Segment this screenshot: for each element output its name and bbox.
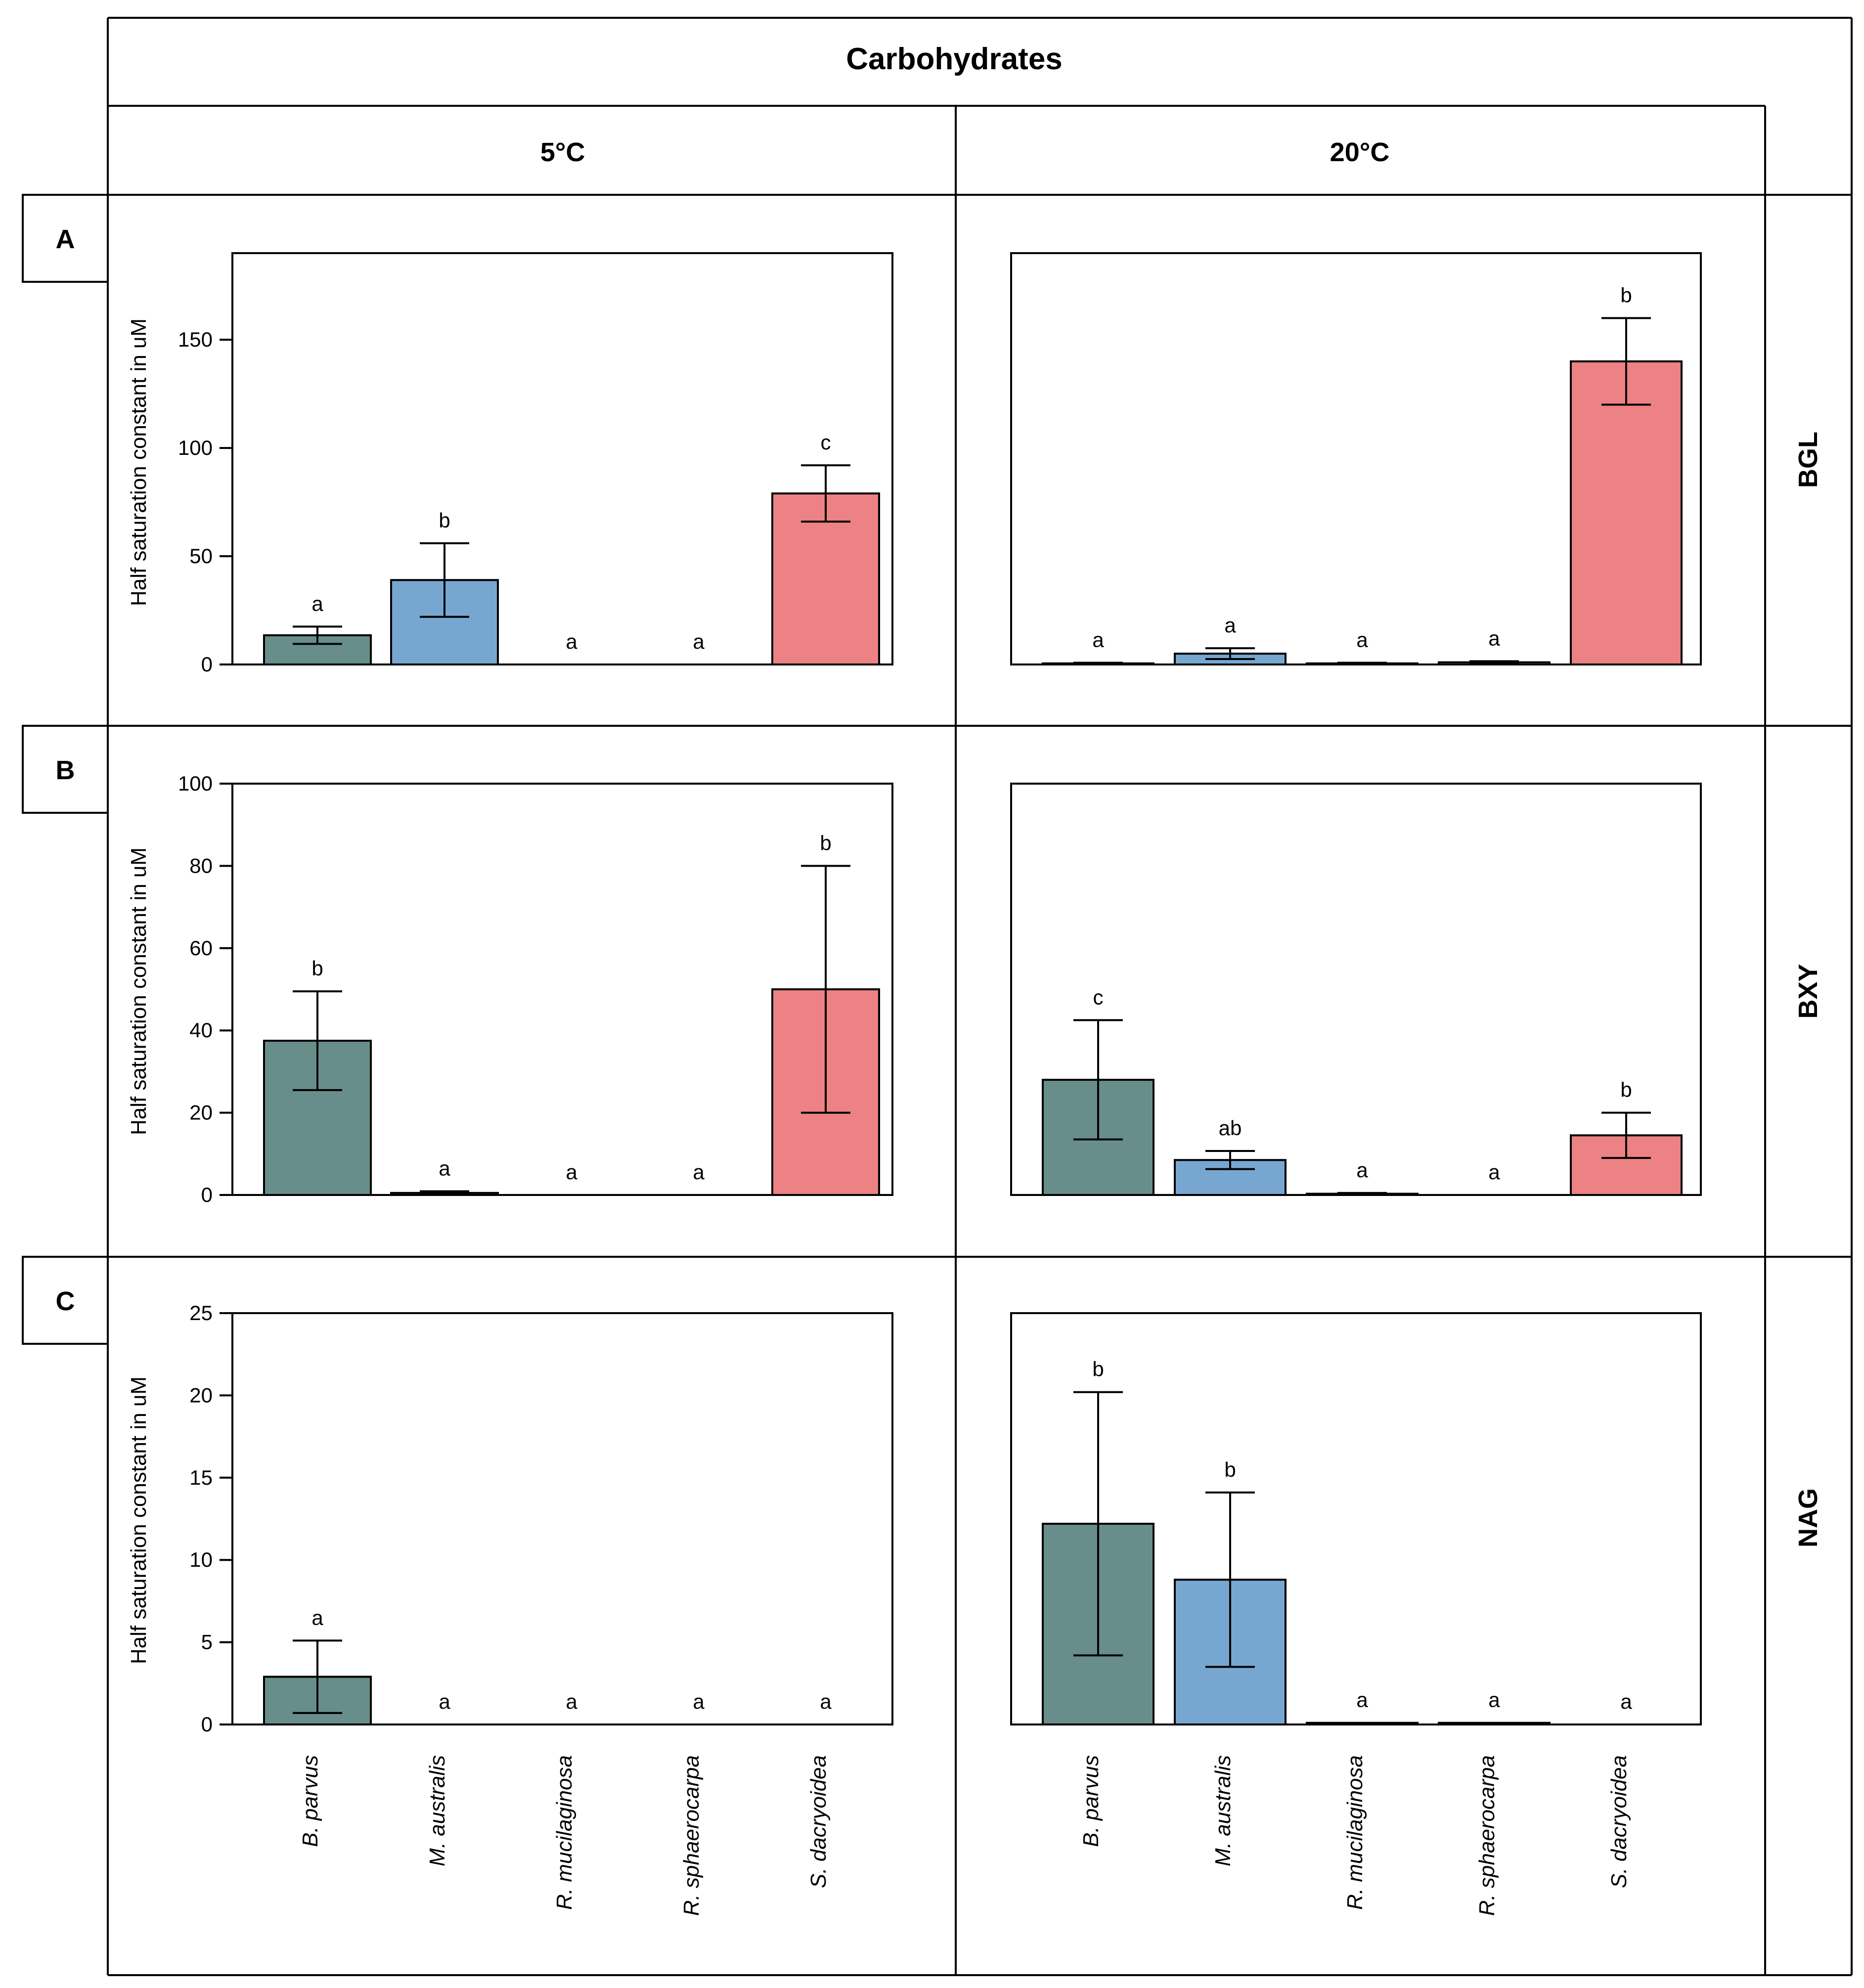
x-tick-label: M. australis (1211, 1755, 1235, 1866)
significance-letter: a (693, 630, 705, 653)
y-tick-label: 25 (189, 1301, 213, 1325)
significance-letter: a (311, 1606, 323, 1629)
significance-letter: a (1488, 1160, 1500, 1184)
x-axis-labels-5c: B. parvus M. australis R. mucilaginosa R… (298, 1755, 831, 1916)
column-header-20c: 20°C (1330, 137, 1390, 167)
significance-letter: a (566, 1690, 577, 1713)
significance-letter: c (1093, 985, 1104, 1009)
y-tick-label: 40 (189, 1018, 213, 1042)
y-tick-label: 150 (178, 328, 213, 351)
y-tick-label: 100 (178, 772, 213, 795)
y-tick-label: 100 (178, 436, 213, 459)
y-tick-label: 5 (201, 1631, 213, 1654)
x-tick-label: R. sphaerocarpa (1475, 1755, 1499, 1916)
bar (1438, 1722, 1551, 1726)
significance-letter: a (1356, 1158, 1368, 1182)
x-tick-label: B. parvus (298, 1755, 322, 1847)
significance-letter: a (693, 1160, 705, 1184)
x-tick-label: S. dacryoidea (1607, 1755, 1631, 1888)
panel-label-c: C (22, 1256, 109, 1345)
y-axis-title-b: Half saturation constant in uM (127, 847, 151, 1135)
significance-letter: b (1224, 1458, 1236, 1481)
figure-title: Carbohydrates (846, 42, 1063, 76)
significance-letter: a (1356, 628, 1368, 651)
x-tick-label: R. mucilaginosa (1343, 1755, 1367, 1910)
significance-letter: a (311, 592, 323, 615)
layout-grid (107, 17, 1853, 1976)
significance-letter: a (820, 1690, 832, 1713)
panel-letter-c: C (56, 1286, 75, 1316)
plot-frame-c-5c (231, 1312, 893, 1725)
significance-letter: a (439, 1157, 450, 1180)
significance-letter: a (1092, 628, 1104, 651)
y-tick-label: 20 (189, 1383, 213, 1407)
y-tick-label: 20 (189, 1101, 213, 1124)
y-tick-label: 0 (201, 1713, 213, 1736)
significance-letter: b (439, 509, 450, 532)
significance-letter: a (693, 1690, 705, 1713)
y-tick-label: 60 (189, 936, 213, 960)
significance-letter: a (1488, 1688, 1500, 1712)
row-label-nag: NAG (1793, 1488, 1823, 1547)
y-axis-title-a: Half saturation constant in uM (127, 318, 151, 606)
row-label-bgl: BGL (1793, 432, 1823, 488)
significance-letter: b (1620, 283, 1632, 307)
y-tick-label: 50 (189, 544, 213, 568)
y-axis-title-c: Half saturation constant in uM (127, 1376, 151, 1664)
significance-letter: b (311, 957, 323, 980)
x-tick-label: S. dacryoidea (806, 1755, 831, 1888)
panel-letter-b: B (56, 755, 75, 785)
significance-letter: c (821, 431, 831, 454)
row-label-bxy: BXY (1793, 964, 1823, 1018)
significance-letter: a (566, 1160, 577, 1184)
x-tick-label: R. mucilaginosa (552, 1755, 577, 1910)
panel-label-b: B (22, 725, 109, 814)
y-tick-label: 80 (189, 854, 213, 877)
panel-label-a: A (22, 194, 109, 283)
significance-letter: a (1224, 614, 1236, 637)
significance-letter: b (820, 831, 831, 854)
x-tick-label: M. australis (425, 1755, 449, 1866)
plot-frame-b-5c (231, 783, 893, 1196)
significance-letter: b (1092, 1358, 1104, 1381)
x-axis-labels-20c: B. parvus M. australis R. mucilaginosa R… (1079, 1755, 1631, 1916)
significance-letter: a (439, 1690, 450, 1713)
column-header-5c: 5°C (540, 137, 585, 167)
y-tick-label: 10 (189, 1548, 213, 1571)
significance-letter: ab (1219, 1116, 1242, 1140)
bar (1306, 1722, 1419, 1726)
bar (1570, 360, 1683, 665)
y-tick-label: 0 (201, 653, 213, 676)
significance-letter: a (566, 630, 577, 653)
significance-letter: b (1620, 1078, 1632, 1102)
panel-letter-a: A (56, 224, 75, 254)
significance-letter: a (1620, 1690, 1632, 1713)
y-tick-label: 15 (189, 1466, 213, 1489)
x-tick-label: B. parvus (1079, 1755, 1103, 1847)
plot-frame-a-5c (231, 252, 893, 665)
significance-letter: a (1356, 1688, 1368, 1712)
significance-letter: a (1488, 626, 1500, 650)
y-tick-label: 0 (201, 1183, 213, 1206)
x-tick-label: R. sphaerocarpa (679, 1755, 704, 1916)
